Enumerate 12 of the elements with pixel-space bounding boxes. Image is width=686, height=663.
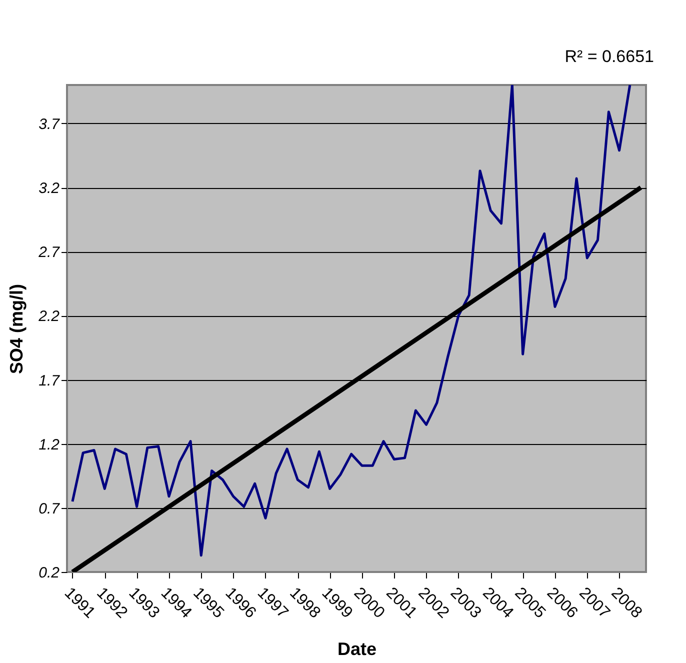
y-tick-label: 2.7 [38,244,60,262]
line-series [71,85,632,557]
y-tick-label: 1.7 [38,372,60,390]
y-tick-label: 1.2 [38,436,60,454]
y-tick-label: 3.7 [38,116,60,133]
y-tick-label: 2.2 [38,308,60,326]
y-tick-label: 0.7 [38,500,60,518]
y-tick-label: 3.2 [38,180,60,198]
x-axis-title: Date [337,638,377,659]
y-tick-label: 0.2 [38,564,60,582]
y-axis-title: SO4 (mg/l) [6,284,27,374]
text: R² = 0.6651 [564,47,654,66]
